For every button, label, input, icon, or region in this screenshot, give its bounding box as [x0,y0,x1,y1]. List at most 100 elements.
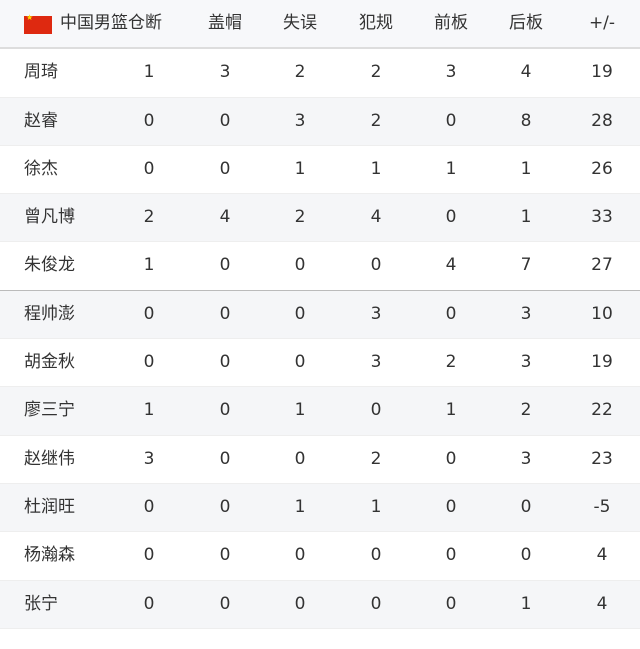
stat-cell: 2 [520,400,532,421]
stat-cell: 4 [596,545,608,566]
stat-cell: 28 [591,110,613,131]
stat-cell: 1 [294,496,306,517]
stat-cell: 19 [591,62,613,83]
stat-cell: 19 [591,352,613,373]
stat-cell: 0 [294,255,306,276]
stat-cell: 0 [520,545,532,566]
table-row: 廖三宁 1 0 1 0 1 2 22 [0,387,640,436]
stat-cell: 23 [591,448,613,469]
stat-cell: 1 [445,400,457,421]
stat-cell: 0 [143,110,155,131]
table-row: 徐杰 0 0 1 1 1 1 26 [0,146,640,195]
table-row: 朱俊龙 1 0 0 0 4 7 27 [0,242,640,291]
table-row: 赵睿 0 0 3 2 0 8 28 [0,97,640,146]
player-name: 杨瀚森 [24,545,75,566]
stat-cell: 3 [520,448,532,469]
table-row: 曾凡博 2 4 2 4 0 1 33 [0,194,640,243]
stat-cell: 1 [520,158,532,179]
stat-cell: 0 [219,496,231,517]
column-header: 后板 [509,13,543,33]
stat-cell: 3 [143,448,155,469]
stat-cell: 4 [219,207,231,228]
stat-cell: 2 [294,62,306,83]
stat-cell: 33 [591,207,613,228]
table-row: 程帅澎 0 0 0 3 0 3 10 [0,290,640,340]
stat-cell: 0 [445,448,457,469]
player-name: 胡金秋 [24,352,75,373]
stat-cell: 0 [219,352,231,373]
stat-cell: 1 [370,158,382,179]
stat-cell: 1 [143,400,155,421]
stat-cell: 0 [143,496,155,517]
stat-cell: 8 [520,110,532,131]
column-header: 犯规 [359,13,393,33]
stat-cell: 3 [370,303,382,324]
player-name: 廖三宁 [24,400,75,421]
stat-cell: 0 [143,545,155,566]
table-row: 杨瀚森 0 0 0 0 0 0 4 [0,532,640,581]
stat-cell: 3 [445,62,457,83]
stat-cell: 0 [294,545,306,566]
stat-cell: 0 [370,593,382,614]
stat-cell: 0 [219,593,231,614]
stat-cell: 4 [370,207,382,228]
player-name: 杜润旺 [24,496,75,517]
stat-cell: 0 [294,352,306,373]
stat-cell: 2 [370,110,382,131]
stat-cell: 0 [445,545,457,566]
player-name: 朱俊龙 [24,255,75,276]
player-name: 赵继伟 [24,448,75,469]
stat-cell: 3 [520,303,532,324]
stat-cell: 2 [370,448,382,469]
stat-cell: 3 [370,352,382,373]
column-header: 前板 [434,13,468,33]
player-name: 曾凡博 [24,207,75,228]
stat-cell: 1 [520,593,532,614]
column-header: +/- [588,13,616,33]
column-header: 盖帽 [208,13,242,33]
stat-cell: -5 [593,496,611,517]
stat-cell: 2 [370,62,382,83]
stat-cell: 4 [520,62,532,83]
stat-cell: 0 [143,158,155,179]
player-name: 赵睿 [24,110,58,131]
stat-cell: 2 [143,207,155,228]
stat-cell: 27 [591,255,613,276]
stat-cell: 1 [294,400,306,421]
stat-cell: 0 [445,496,457,517]
stat-cell: 0 [445,207,457,228]
stat-cell: 4 [596,593,608,614]
stat-cell: 1 [370,496,382,517]
stat-cell: 0 [370,545,382,566]
player-name: 张宁 [24,593,58,614]
stat-cell: 0 [143,352,155,373]
stat-cell: 0 [219,158,231,179]
stat-cell: 0 [294,593,306,614]
stat-cell: 10 [591,303,613,324]
table-row: 杜润旺 0 0 1 1 0 0 -5 [0,483,640,533]
stat-cell: 1 [445,158,457,179]
stat-cell: 0 [370,255,382,276]
stat-cell: 22 [591,400,613,421]
table-row: 赵继伟 3 0 0 2 0 3 23 [0,436,640,484]
partial-row [0,628,640,649]
column-header: 失误 [283,13,317,33]
stat-cell: 0 [143,593,155,614]
stat-cell: 3 [520,352,532,373]
stat-cell: 0 [445,303,457,324]
stat-cell: 3 [219,62,231,83]
stat-cell: 7 [520,255,532,276]
stat-cell: 2 [294,207,306,228]
stat-cell: 0 [219,448,231,469]
table-header: 中国男篮仓断 盖帽 失误 犯规 前板 后板 +/- [0,0,640,50]
stat-cell: 1 [520,207,532,228]
player-name: 徐杰 [24,158,58,179]
china-flag-icon [24,13,52,34]
player-name: 周琦 [24,62,58,83]
player-name: 程帅澎 [24,303,75,324]
stat-cell: 2 [445,352,457,373]
stat-cell: 1 [294,158,306,179]
table-row: 胡金秋 0 0 0 3 2 3 19 [0,339,640,388]
stat-cell: 4 [445,255,457,276]
